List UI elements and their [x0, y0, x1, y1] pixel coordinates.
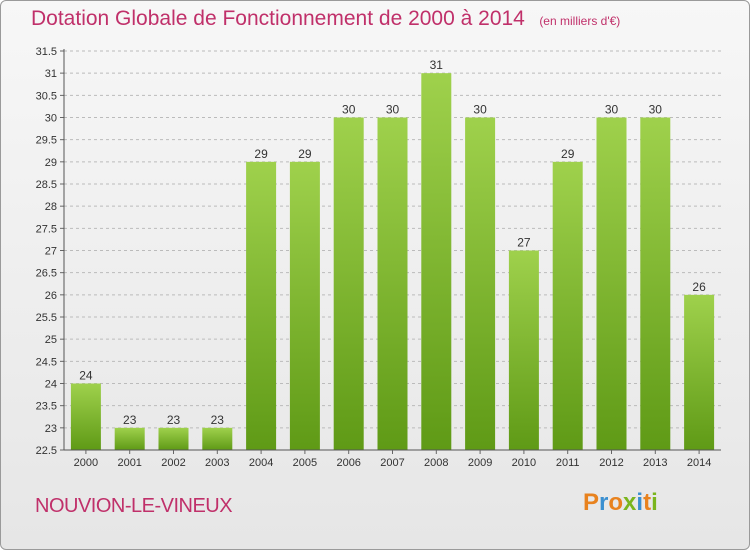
- y-tick-label: 31.5: [36, 46, 57, 58]
- x-tick-label: 2013: [643, 457, 667, 469]
- x-tick-label: 2014: [687, 457, 711, 469]
- chart-title: Dotation Globale de Fonctionnement de 20…: [31, 7, 525, 30]
- bar-2012: [596, 117, 627, 450]
- title-row: Dotation Globale de Fonctionnement de 20…: [31, 7, 620, 31]
- bar-value-label: 29: [298, 147, 312, 161]
- bar-2004: [246, 161, 277, 451]
- bar-2011: [552, 161, 583, 451]
- x-tick-label: 2001: [117, 457, 141, 469]
- bar-value-label: 30: [605, 103, 619, 117]
- x-tick-label: 2002: [161, 457, 185, 469]
- bar-2006: [333, 117, 364, 450]
- bar-value-label: 29: [561, 147, 575, 161]
- bar-layer: 24 23 23 23 29 29 30 30 31 30 27 29 30 30 26: [70, 58, 715, 451]
- y-tick-label: 27.5: [36, 223, 57, 235]
- bar-2001: [114, 427, 145, 450]
- bar-value-label: 29: [254, 147, 268, 161]
- bar-value-label: 26: [692, 280, 706, 294]
- bar-value-label: 23: [167, 413, 181, 427]
- y-tick-label: 26.5: [36, 268, 57, 280]
- x-tick-label: 2006: [336, 457, 360, 469]
- x-tick-label: 2010: [512, 457, 536, 469]
- bar-value-label: 27: [517, 236, 531, 250]
- y-tick-label: 23.5: [36, 401, 57, 413]
- y-tick-label: 25.5: [36, 312, 57, 324]
- bar-2000: [70, 383, 101, 450]
- x-tick-label: 2004: [249, 457, 273, 469]
- chart-unit: (en milliers d'€): [539, 14, 621, 28]
- bar-value-label: 24: [79, 369, 93, 383]
- y-tick-label: 22.5: [36, 445, 57, 457]
- y-tick-label: 30: [45, 113, 57, 125]
- bar-value-label: 31: [430, 58, 444, 72]
- y-tick-label: 24.5: [36, 356, 57, 368]
- x-tick-label: 2007: [380, 457, 404, 469]
- x-tick-label: 2012: [599, 457, 623, 469]
- x-tick-label: 2011: [556, 457, 580, 469]
- bar-2007: [377, 117, 408, 450]
- y-tick-label: 28.5: [36, 179, 57, 191]
- x-tick-label: 2003: [205, 457, 229, 469]
- bar-2003: [202, 427, 233, 450]
- bar-value-label: 23: [211, 413, 225, 427]
- bar-2002: [158, 427, 189, 450]
- y-tick-label: 25: [45, 334, 57, 346]
- y-tick-label: 24: [45, 379, 57, 391]
- y-tick-label: 30.5: [36, 90, 57, 102]
- x-tick-label: 2008: [424, 457, 448, 469]
- x-tick-label: 2009: [468, 457, 492, 469]
- bar-value-label: 23: [123, 413, 137, 427]
- y-tick-label: 31: [45, 68, 57, 80]
- commune-name: NOUVION-LE-VINEUX: [35, 495, 233, 517]
- x-tick-label: 2005: [293, 457, 317, 469]
- y-tick-label: 28: [45, 201, 57, 213]
- y-tick-label: 29.5: [36, 135, 57, 147]
- axis-layer: 22.5 23 23.5 24 24.5 25 25.5 26 26.5 27 27.5 28 28.5…: [36, 46, 721, 469]
- bar-value-label: 30: [649, 103, 663, 117]
- bar-value-label: 30: [342, 103, 356, 117]
- proxiti-logo: Proxiti: [583, 489, 658, 516]
- bar-value-label: 30: [473, 103, 487, 117]
- y-tick-label: 26: [45, 290, 57, 302]
- bar-2009: [465, 117, 496, 450]
- x-tick-label: 2000: [74, 457, 98, 469]
- y-tick-label: 29: [45, 157, 57, 169]
- bar-2014: [684, 294, 715, 450]
- bar-2005: [289, 161, 320, 451]
- bar-2010: [508, 250, 539, 450]
- bar-2013: [640, 117, 671, 450]
- bar-value-label: 30: [386, 103, 400, 117]
- y-tick-label: 23: [45, 423, 57, 435]
- bar-2008: [421, 73, 452, 451]
- y-tick-label: 27: [45, 246, 57, 258]
